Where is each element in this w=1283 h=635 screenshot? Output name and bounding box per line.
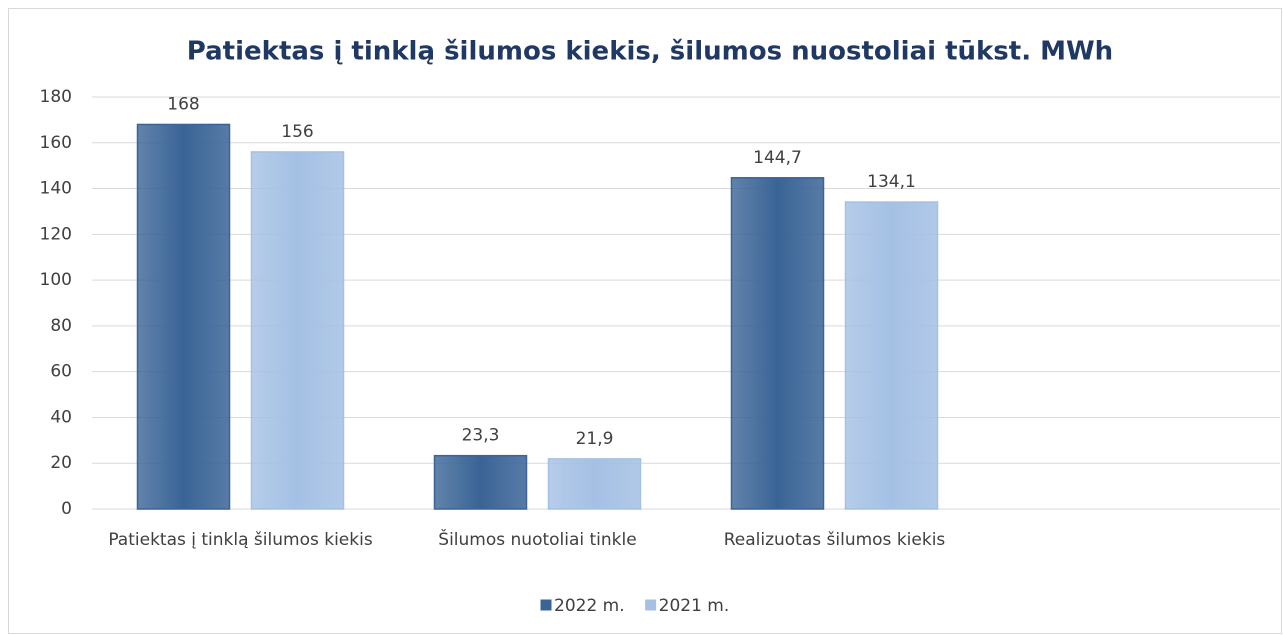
data-label: 156	[281, 122, 313, 142]
y-tick-label: 20	[50, 453, 72, 473]
y-tick-label: 60	[50, 362, 72, 382]
y-tick-label: 140	[40, 179, 72, 199]
bar	[136, 123, 231, 510]
data-label: 23,3	[462, 426, 500, 446]
bar	[730, 177, 825, 510]
legend-swatch	[539, 598, 553, 612]
x-tick-label: Šilumos nuotoliai tinkle	[438, 528, 636, 550]
y-tick-label: 100	[40, 270, 72, 290]
bar	[250, 151, 345, 510]
legend-swatch	[644, 598, 658, 612]
legend-label: 2022 m.	[554, 596, 625, 616]
y-tick-label: 40	[50, 407, 72, 427]
data-label: 144,7	[753, 148, 802, 168]
y-tick-label: 160	[40, 133, 72, 153]
bar	[547, 458, 642, 510]
bar	[433, 454, 528, 510]
x-tick-label: Patiektas į tinklą šilumos kiekis	[108, 530, 373, 550]
x-tick-label: Realizuotas šilumos kiekis	[724, 530, 946, 550]
chart-title: Patiektas į tinklą šilumos kiekis, šilum…	[187, 37, 1113, 67]
data-label: 168	[167, 94, 199, 114]
data-label: 134,1	[867, 172, 916, 192]
data-label: 21,9	[576, 429, 614, 449]
y-tick-label: 0	[61, 499, 72, 519]
bar	[844, 201, 939, 510]
y-tick-label: 180	[40, 87, 72, 107]
y-tick-label: 120	[40, 224, 72, 244]
legend-label: 2021 m.	[659, 596, 730, 616]
y-tick-label: 80	[50, 316, 72, 336]
